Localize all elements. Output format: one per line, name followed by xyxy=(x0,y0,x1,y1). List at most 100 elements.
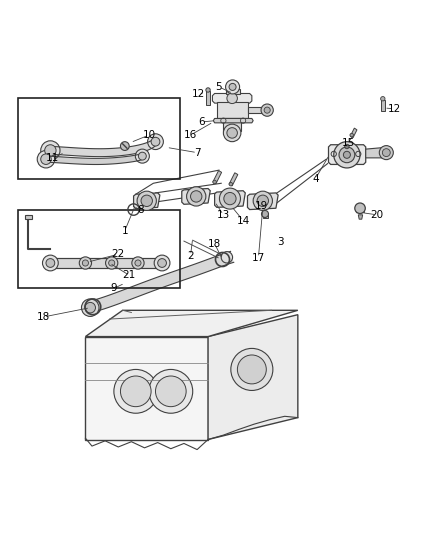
Polygon shape xyxy=(50,258,162,268)
Circle shape xyxy=(213,180,216,184)
Circle shape xyxy=(257,195,268,206)
Circle shape xyxy=(224,192,236,205)
Circle shape xyxy=(41,154,51,165)
Text: 16: 16 xyxy=(184,130,197,140)
Polygon shape xyxy=(350,128,357,138)
Circle shape xyxy=(221,252,233,263)
Polygon shape xyxy=(182,189,210,204)
Circle shape xyxy=(334,142,360,168)
Text: 6: 6 xyxy=(198,117,205,127)
Circle shape xyxy=(154,255,170,271)
Bar xyxy=(18,209,180,288)
Circle shape xyxy=(187,187,206,206)
Circle shape xyxy=(227,128,237,138)
Circle shape xyxy=(141,195,152,206)
Polygon shape xyxy=(229,173,238,186)
Circle shape xyxy=(237,355,266,384)
Circle shape xyxy=(191,191,202,202)
Text: 10: 10 xyxy=(142,130,155,140)
Polygon shape xyxy=(247,193,278,209)
Circle shape xyxy=(42,255,58,271)
Circle shape xyxy=(149,369,193,413)
Circle shape xyxy=(120,376,151,407)
Text: 5: 5 xyxy=(215,82,223,92)
Circle shape xyxy=(355,203,365,214)
Text: 9: 9 xyxy=(110,284,117,293)
Circle shape xyxy=(135,260,141,266)
Circle shape xyxy=(155,376,186,407)
Bar xyxy=(25,215,32,219)
Circle shape xyxy=(339,147,355,163)
Circle shape xyxy=(138,152,146,160)
Circle shape xyxy=(37,150,55,168)
Circle shape xyxy=(79,257,92,269)
Circle shape xyxy=(137,191,156,211)
Polygon shape xyxy=(381,100,385,111)
Text: 7: 7 xyxy=(194,148,201,158)
Text: 2: 2 xyxy=(187,251,194,261)
Circle shape xyxy=(82,260,88,266)
Circle shape xyxy=(261,211,268,217)
Polygon shape xyxy=(212,93,252,103)
Circle shape xyxy=(382,149,390,157)
Polygon shape xyxy=(226,89,240,94)
Circle shape xyxy=(41,141,60,160)
Circle shape xyxy=(226,80,240,94)
Circle shape xyxy=(151,138,160,146)
Circle shape xyxy=(132,257,144,269)
Text: 13: 13 xyxy=(217,210,230,220)
Circle shape xyxy=(45,145,56,156)
Circle shape xyxy=(109,260,115,266)
Polygon shape xyxy=(358,215,363,219)
Text: 8: 8 xyxy=(137,205,144,215)
Bar xyxy=(18,98,180,179)
Circle shape xyxy=(158,259,166,268)
Polygon shape xyxy=(85,310,298,336)
Polygon shape xyxy=(208,314,298,440)
Circle shape xyxy=(350,133,353,137)
Circle shape xyxy=(253,191,272,211)
Text: 3: 3 xyxy=(277,237,284,247)
Text: 18: 18 xyxy=(208,239,221,249)
Polygon shape xyxy=(366,147,385,158)
Text: 17: 17 xyxy=(252,253,265,263)
Circle shape xyxy=(229,84,236,91)
Polygon shape xyxy=(46,153,142,165)
Circle shape xyxy=(223,124,241,142)
Text: 1: 1 xyxy=(121,225,128,236)
Polygon shape xyxy=(263,214,268,219)
Circle shape xyxy=(135,149,149,163)
Circle shape xyxy=(148,134,163,150)
Text: 21: 21 xyxy=(123,270,136,280)
Circle shape xyxy=(227,93,237,103)
Polygon shape xyxy=(215,191,245,207)
Polygon shape xyxy=(213,171,222,184)
Circle shape xyxy=(206,88,210,92)
Polygon shape xyxy=(357,208,364,213)
Polygon shape xyxy=(50,138,155,157)
Polygon shape xyxy=(223,118,241,131)
Circle shape xyxy=(381,96,385,101)
Circle shape xyxy=(261,104,273,116)
Polygon shape xyxy=(248,107,265,113)
Text: 19: 19 xyxy=(255,201,268,211)
Circle shape xyxy=(46,259,55,268)
Circle shape xyxy=(343,151,350,158)
Circle shape xyxy=(106,257,118,269)
Polygon shape xyxy=(328,145,366,165)
Text: 18: 18 xyxy=(37,312,50,322)
Polygon shape xyxy=(85,336,208,440)
Circle shape xyxy=(219,188,240,209)
Circle shape xyxy=(85,302,95,313)
Text: 14: 14 xyxy=(237,215,250,225)
Text: 22: 22 xyxy=(112,249,125,259)
Polygon shape xyxy=(213,118,253,123)
Text: 12: 12 xyxy=(192,90,205,99)
Circle shape xyxy=(229,182,233,186)
Text: 12: 12 xyxy=(388,104,401,114)
Circle shape xyxy=(114,369,158,413)
Circle shape xyxy=(81,299,99,317)
Circle shape xyxy=(264,107,270,113)
Circle shape xyxy=(120,142,129,150)
Text: 15: 15 xyxy=(342,138,355,148)
